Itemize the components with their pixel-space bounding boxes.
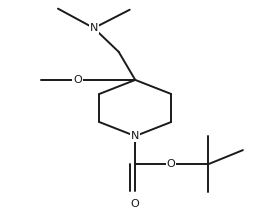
Text: O: O (167, 159, 176, 169)
Text: N: N (131, 131, 139, 141)
Text: O: O (73, 75, 82, 85)
Text: O: O (131, 199, 140, 209)
Text: N: N (90, 23, 98, 33)
